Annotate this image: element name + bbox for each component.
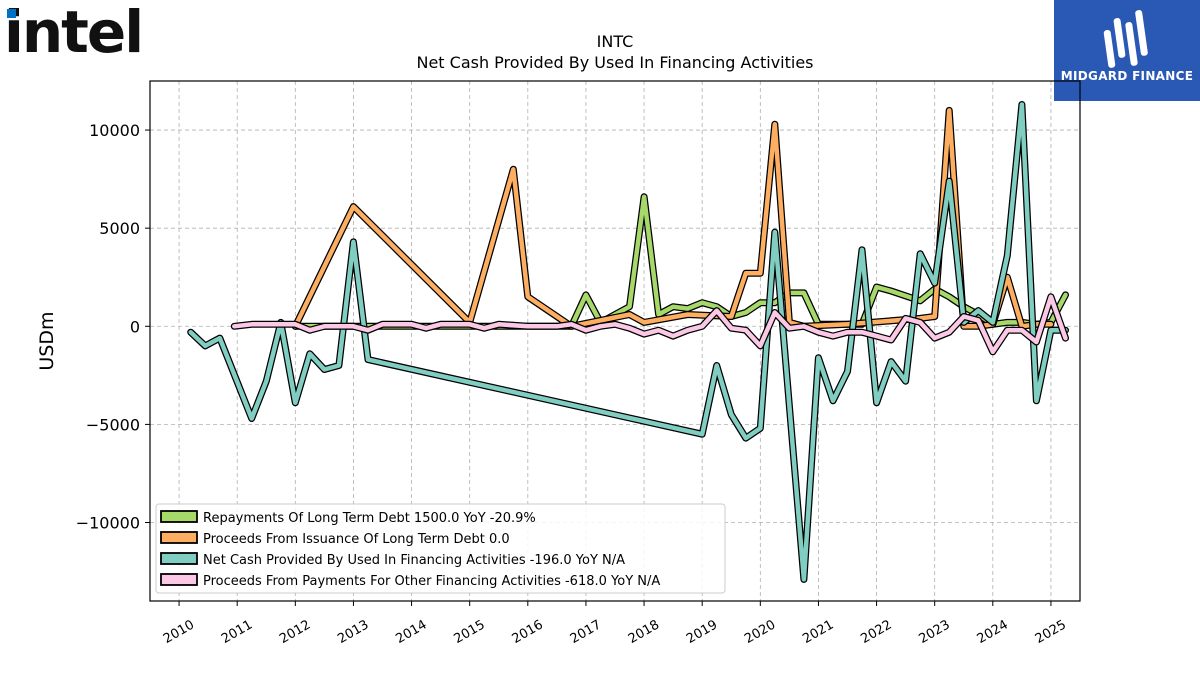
y-axis-label: USDm — [36, 311, 58, 370]
legend-swatch — [160, 531, 198, 544]
y-tick-label: 10000 — [89, 121, 140, 140]
x-tick-label: 2016 — [510, 617, 546, 647]
legend-entry: Net Cash Provided By Used In Financing A… — [203, 553, 625, 568]
y-tick-label: −5000 — [86, 415, 140, 434]
x-tick-label: 2022 — [858, 617, 894, 647]
x-ticks: 2010 2011 2012 2013 2014 2015 2016 2017 2018 2019… — [161, 601, 1069, 647]
midgard-finance-logo: MIDGARD FINANCE — [1054, 0, 1200, 101]
plot-frame — [149, 80, 1081, 602]
legend-box — [155, 503, 726, 594]
chart-subtitle: Net Cash Provided By Used In Financing A… — [416, 53, 813, 72]
x-tick-label: 2012 — [277, 617, 313, 647]
series-2 — [291, 106, 1055, 330]
legend-entry: Proceeds From Payments For Other Financi… — [203, 574, 660, 589]
x-tick-label: 2021 — [800, 617, 836, 647]
x-tick-label: 2020 — [742, 617, 778, 647]
midgard-finance-text: MIDGARD FINANCE — [1060, 69, 1194, 83]
midgard-emblem-icon — [1103, 10, 1148, 68]
intel-logo-dot — [7, 9, 16, 18]
series-lines — [187, 101, 1069, 583]
x-tick-label: 2010 — [161, 617, 197, 647]
intel-logo-text: intel — [4, 0, 144, 66]
x-tick-label: 2024 — [975, 617, 1011, 647]
legend-entry: Proceeds From Issuance Of Long Term Debt… — [203, 532, 510, 547]
x-tick-label: 2025 — [1033, 617, 1069, 647]
series-line — [293, 108, 1054, 329]
legend: Repayments Of Long Term Debt 1500.0 YoY … — [155, 503, 726, 594]
series-4 — [230, 293, 1069, 356]
x-tick-label: 2014 — [393, 617, 429, 647]
y-tick-label: 5000 — [99, 219, 140, 238]
x-tick-label: 2023 — [917, 617, 953, 647]
legend-swatch — [160, 573, 198, 586]
x-tick-label: 2019 — [684, 617, 720, 647]
x-tick-label: 2018 — [626, 617, 662, 647]
intel-logo: intel — [4, 0, 144, 66]
x-tick-label: 2017 — [568, 617, 604, 647]
series-3 — [187, 101, 1069, 583]
x-tick-label: 2011 — [219, 617, 255, 647]
y-ticks: 10000 5000 0 −5000 −10000 — [76, 121, 150, 533]
series-line — [232, 294, 1068, 355]
x-tick-label: 2013 — [335, 617, 371, 647]
legend-swatch — [160, 510, 198, 523]
series-line — [188, 102, 1068, 582]
y-tick-label: 0 — [130, 317, 140, 336]
y-tick-label: −10000 — [76, 514, 140, 533]
x-tick-label: 2015 — [452, 617, 488, 647]
chart-title: INTC — [597, 32, 634, 51]
legend-entry: Repayments Of Long Term Debt 1500.0 YoY … — [203, 511, 536, 526]
legend-swatch — [160, 552, 198, 565]
